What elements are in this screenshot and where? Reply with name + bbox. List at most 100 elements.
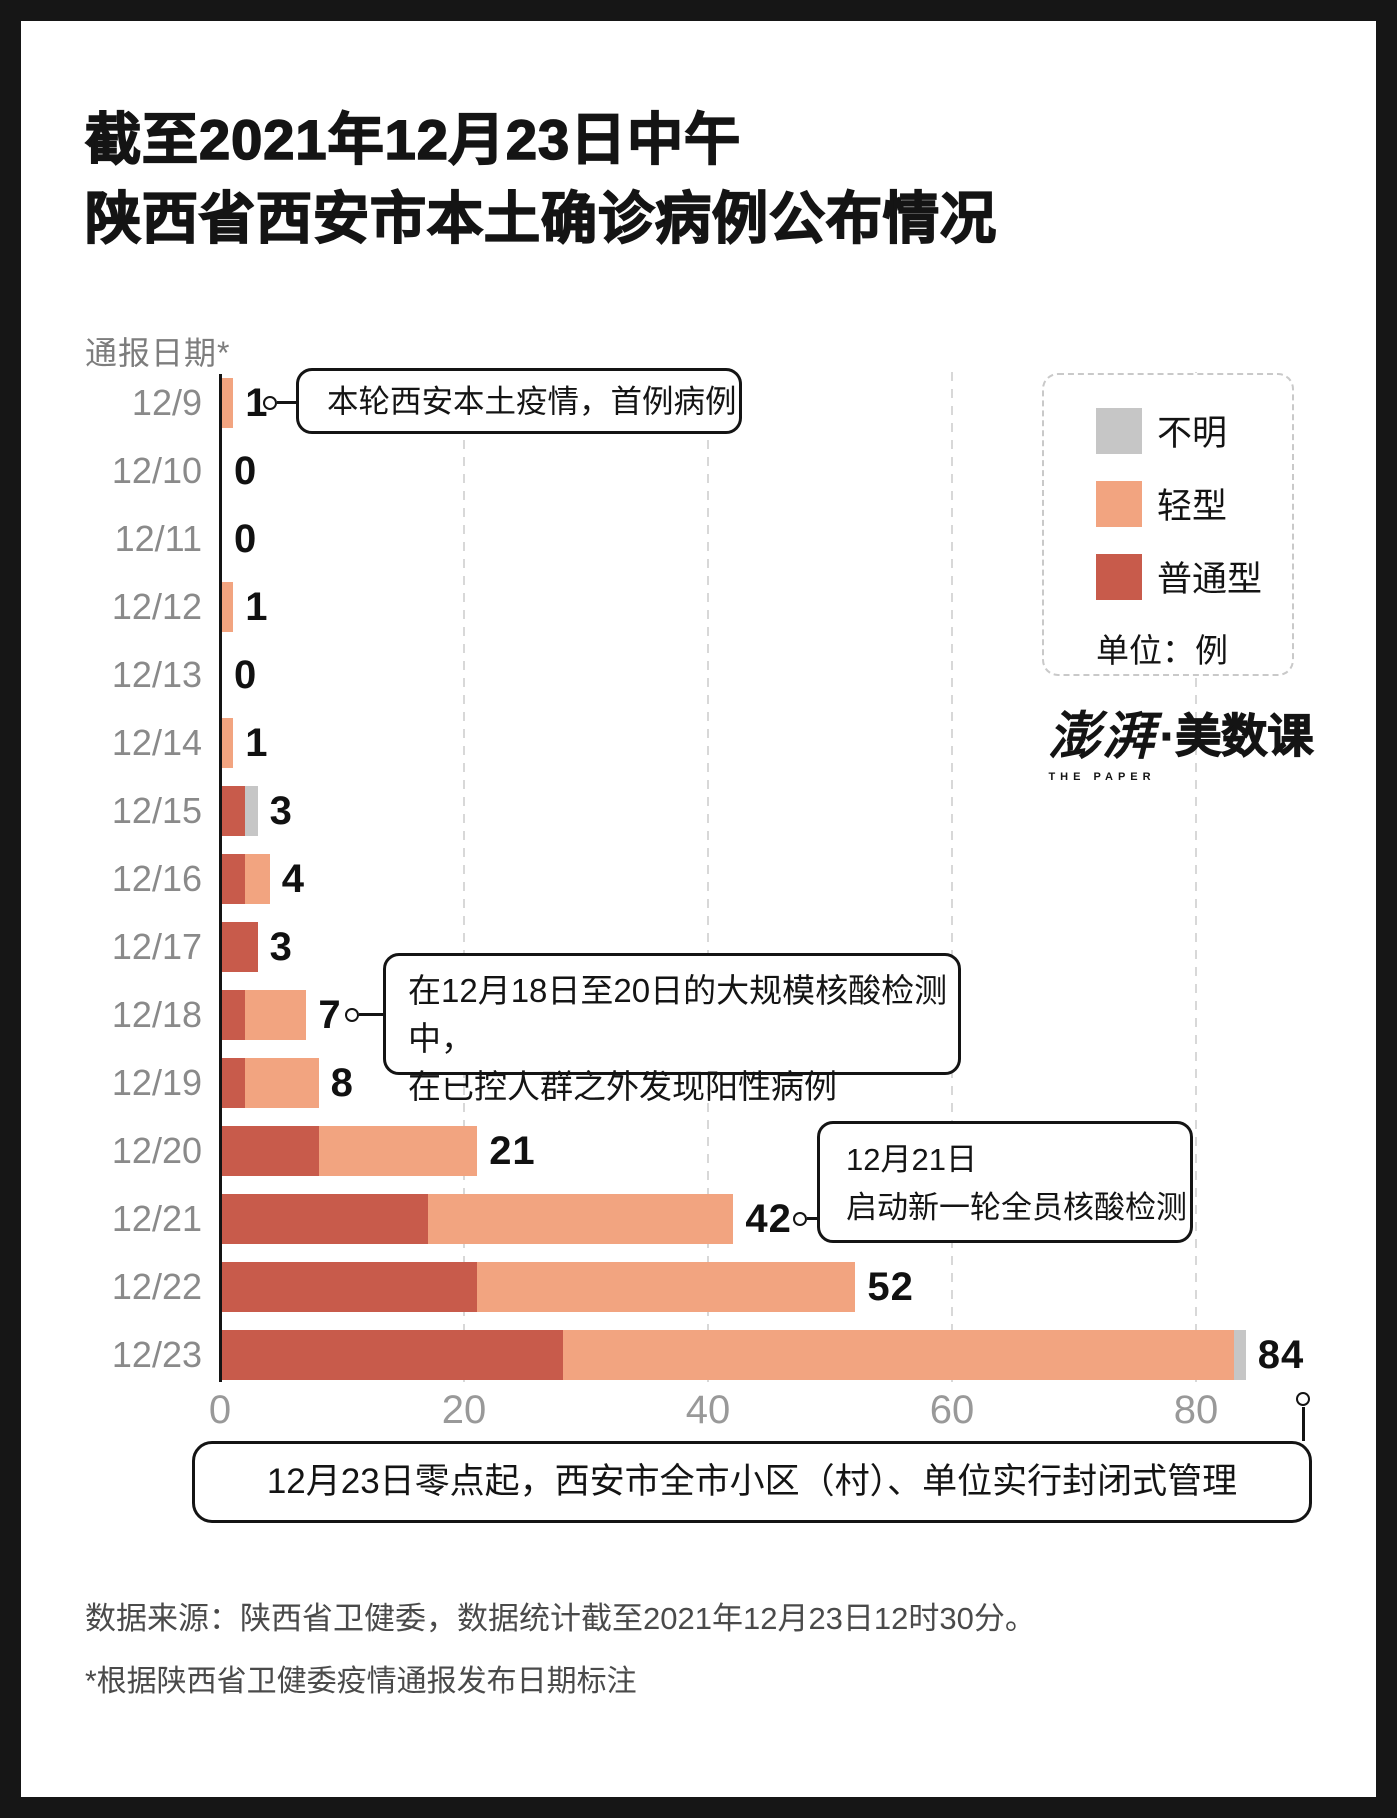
date-label-12/21: 12/21 [111, 1198, 202, 1239]
value-label-12/15: 3 [269, 789, 293, 833]
bar-segment-轻型-12/21 [428, 1194, 734, 1244]
date-label-12/12: 12/12 [111, 586, 202, 627]
chart-legend: 不明 轻型 普通型 单位：例 [1042, 373, 1294, 676]
bar-segment-轻型-12/23 [562, 1330, 1234, 1380]
value-label-12/23: 84 [1257, 1333, 1305, 1377]
x-tick-20: 20 [441, 1388, 487, 1432]
x-tick-80: 80 [1173, 1388, 1219, 1432]
legend-label-mild: 轻型 [1157, 487, 1228, 526]
y-axis-line [219, 374, 222, 1382]
value-label-12/21: 42 [745, 1197, 792, 1241]
value-label-12/10: 0 [234, 449, 258, 493]
callout-3-connector [807, 1217, 819, 1220]
y-axis-title: 通报日期* [85, 335, 231, 371]
callout-3-line-2: 启动新一轮全员核酸检测 [846, 1190, 1187, 1225]
legend-item-mild: 轻型 [1096, 478, 1292, 529]
bar-segment-轻型-12/19 [245, 1058, 319, 1108]
date-label-12/14: 12/14 [111, 722, 202, 763]
bar-segment-轻型-12/22 [477, 1262, 856, 1312]
value-label-12/9: 1 [245, 381, 269, 425]
x-tick-60: 60 [929, 1388, 975, 1432]
value-label-12/20: 21 [489, 1129, 536, 1173]
gridline-60 [951, 372, 953, 1382]
date-label-12/13: 12/13 [111, 654, 202, 695]
bar-segment-轻型-12/12 [221, 582, 234, 632]
value-label-12/18: 7 [318, 993, 342, 1037]
callout-first-case: 本轮西安本土疫情，首例病例 [296, 368, 742, 434]
bar-segment-普通型-12/22 [221, 1262, 478, 1312]
legend-label-unknown: 不明 [1157, 414, 1228, 453]
date-label-12/10: 12/10 [111, 450, 202, 491]
value-label-12/11: 0 [234, 517, 258, 561]
data-source-note: 数据来源：陕西省卫健委，数据统计截至2021年12月23日12时30分。 [85, 1601, 1036, 1636]
callout-new-testing-round: 12月21日 启动新一轮全员核酸检测 [817, 1121, 1193, 1243]
x-tick-0: 0 [208, 1388, 232, 1432]
date-label-12/9: 12/9 [131, 382, 202, 423]
bar-segment-不明-12/15 [245, 786, 258, 836]
callout-1-connector [277, 401, 299, 404]
value-label-12/22: 52 [867, 1265, 914, 1309]
callout-1-text: 本轮西安本土疫情，首例病例 [327, 383, 737, 419]
date-label-12/16: 12/16 [111, 858, 202, 899]
bar-segment-轻型-12/18 [245, 990, 307, 1040]
legend-item-unknown: 不明 [1096, 405, 1292, 456]
page-title: 截至2021年12月23日中午 陕西省西安市本土确诊病例公布情况 [84, 100, 1325, 258]
date-label-12/17: 12/17 [111, 926, 202, 967]
value-label-12/12: 1 [245, 585, 269, 629]
legend-swatch-unknown [1096, 407, 1142, 454]
bar-segment-轻型-12/9 [221, 378, 234, 428]
callout-2-connector [359, 1013, 385, 1016]
x-tick-40: 40 [685, 1388, 731, 1432]
value-label-12/17: 3 [269, 925, 293, 969]
bar-segment-普通型-12/19 [221, 1058, 246, 1108]
gridline-20 [463, 372, 465, 1382]
footnote: *根据陕西省卫健委疫情通报发布日期标注 [85, 1665, 637, 1698]
legend-unit-note: 单位：例 [1096, 632, 1228, 669]
bar-segment-轻型-12/16 [245, 854, 270, 904]
bar-segment-不明-12/23 [1233, 1330, 1246, 1380]
callout-1-dot [263, 396, 277, 410]
date-label-12/15: 12/15 [111, 790, 202, 831]
bar-segment-轻型-12/14 [221, 718, 234, 768]
date-label-12/19: 12/19 [111, 1062, 202, 1103]
callout-3-line-1: 12月21日 [846, 1142, 977, 1177]
value-label-12/13: 0 [234, 653, 258, 697]
value-label-12/16: 4 [281, 857, 306, 901]
callout-2-line-2: 在已控人群之外发现阳性病例 [408, 1068, 837, 1105]
date-label-12/22: 12/22 [111, 1266, 202, 1307]
callout-4-dot [1296, 1392, 1310, 1406]
date-label-12/11: 12/11 [114, 518, 202, 559]
logo-suffix-text: ·美数课 [1159, 709, 1314, 762]
bar-segment-普通型-12/21 [221, 1194, 429, 1244]
legend-item-normal: 普通型 [1096, 551, 1292, 602]
bar-segment-普通型-12/23 [221, 1330, 563, 1380]
logo-cn-text: 澎湃 [1048, 708, 1157, 766]
callout-2-line-1: 在12月18日至20日的大规模核酸检测中， [408, 972, 948, 1057]
bar-segment-普通型-12/17 [221, 922, 258, 972]
gridline-80 [1195, 372, 1197, 1382]
value-label-12/14: 1 [245, 721, 269, 765]
title-line-2: 陕西省西安市本土确诊病例公布情况 [84, 186, 997, 251]
callout-3-dot [793, 1212, 807, 1226]
date-label-12/20: 12/20 [111, 1130, 202, 1171]
bar-segment-轻型-12/20 [318, 1126, 478, 1176]
publisher-logo: 澎湃 THE PAPER ·美数课 [1048, 694, 1333, 783]
bar-segment-普通型-12/15 [221, 786, 246, 836]
date-label-12/23: 12/23 [111, 1334, 202, 1375]
callout-4-text: 12月23日零点起，西安市全市小区（村）、单位实行封闭式管理 [266, 1462, 1238, 1501]
date-label-12/18: 12/18 [111, 994, 202, 1035]
bar-segment-普通型-12/20 [221, 1126, 319, 1176]
logo-cn-block: 澎湃 THE PAPER [1048, 694, 1156, 783]
logo-en-text: THE PAPER [1048, 771, 1156, 783]
bar-segment-普通型-12/16 [221, 854, 246, 904]
gridline-40 [707, 372, 709, 1382]
title-line-1: 截至2021年12月23日中午 [84, 107, 742, 172]
callout-2-dot [345, 1008, 359, 1022]
callout-4-connector [1301, 1407, 1305, 1441]
callout-lockdown: 12月23日零点起，西安市全市小区（村）、单位实行封闭式管理 [192, 1441, 1312, 1523]
legend-label-normal: 普通型 [1157, 560, 1263, 599]
value-label-12/19: 8 [330, 1061, 354, 1105]
legend-swatch-mild [1096, 480, 1142, 527]
